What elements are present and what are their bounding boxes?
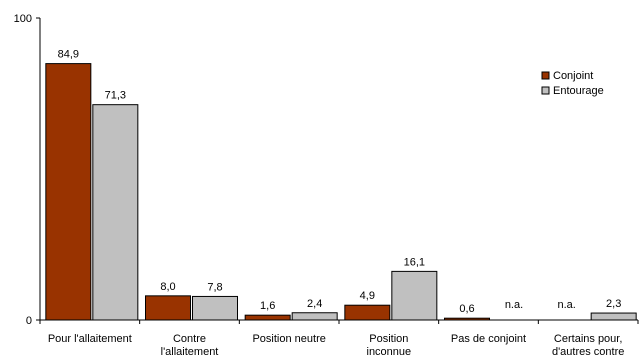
bar-conjoint-1 <box>145 295 191 321</box>
data-label-conjoint-1: 8,0 <box>160 281 175 293</box>
category-label-1: l'allaitement <box>161 346 219 358</box>
category-label-5: Certains pour, <box>554 333 622 345</box>
bar-conjoint-2 <box>244 314 291 321</box>
data-label-conjoint-3: 4,9 <box>360 290 375 302</box>
data-label-entourage-4: n.a. <box>505 299 523 311</box>
data-label-entourage-3: 16,1 <box>404 256 425 268</box>
legend-swatch-entourage <box>541 86 550 95</box>
bar-entourage-1 <box>192 295 238 321</box>
legend-swatch-conjoint <box>541 71 550 80</box>
category-label-1: Contre <box>173 333 206 345</box>
category-label-0: Pour l'allaitement <box>48 333 132 345</box>
data-label-entourage-5: 2,3 <box>606 298 621 310</box>
bar-entourage-5 <box>590 312 637 321</box>
data-label-conjoint-5: n.a. <box>557 299 575 311</box>
data-label-conjoint-4: 0,6 <box>459 303 474 315</box>
category-label-2: Position neutre <box>252 333 325 345</box>
bar-conjoint-0 <box>45 63 92 321</box>
bar-entourage-0 <box>92 104 139 321</box>
data-label-conjoint-0: 84,9 <box>58 49 79 61</box>
legend-label-conjoint: Conjoint <box>553 70 593 82</box>
category-label-3: inconnue <box>367 346 412 358</box>
bar-conjoint-3 <box>344 304 391 321</box>
bar-entourage-2 <box>291 312 338 321</box>
category-label-3: Position <box>369 333 408 345</box>
data-label-entourage-2: 2,4 <box>307 298 322 310</box>
legend-label-entourage: Entourage <box>553 85 604 97</box>
category-label-5: d'autres contre <box>552 346 624 358</box>
bar-entourage-3 <box>391 270 438 321</box>
y-tick-label: 100 <box>14 13 32 25</box>
data-label-entourage-1: 7,8 <box>207 281 222 293</box>
data-label-conjoint-2: 1,6 <box>260 300 275 312</box>
bar-conjoint-4 <box>444 317 490 321</box>
category-label-4: Pas de conjoint <box>451 333 526 345</box>
y-tick-label: 0 <box>26 315 32 327</box>
data-label-entourage-0: 71,3 <box>105 90 126 102</box>
